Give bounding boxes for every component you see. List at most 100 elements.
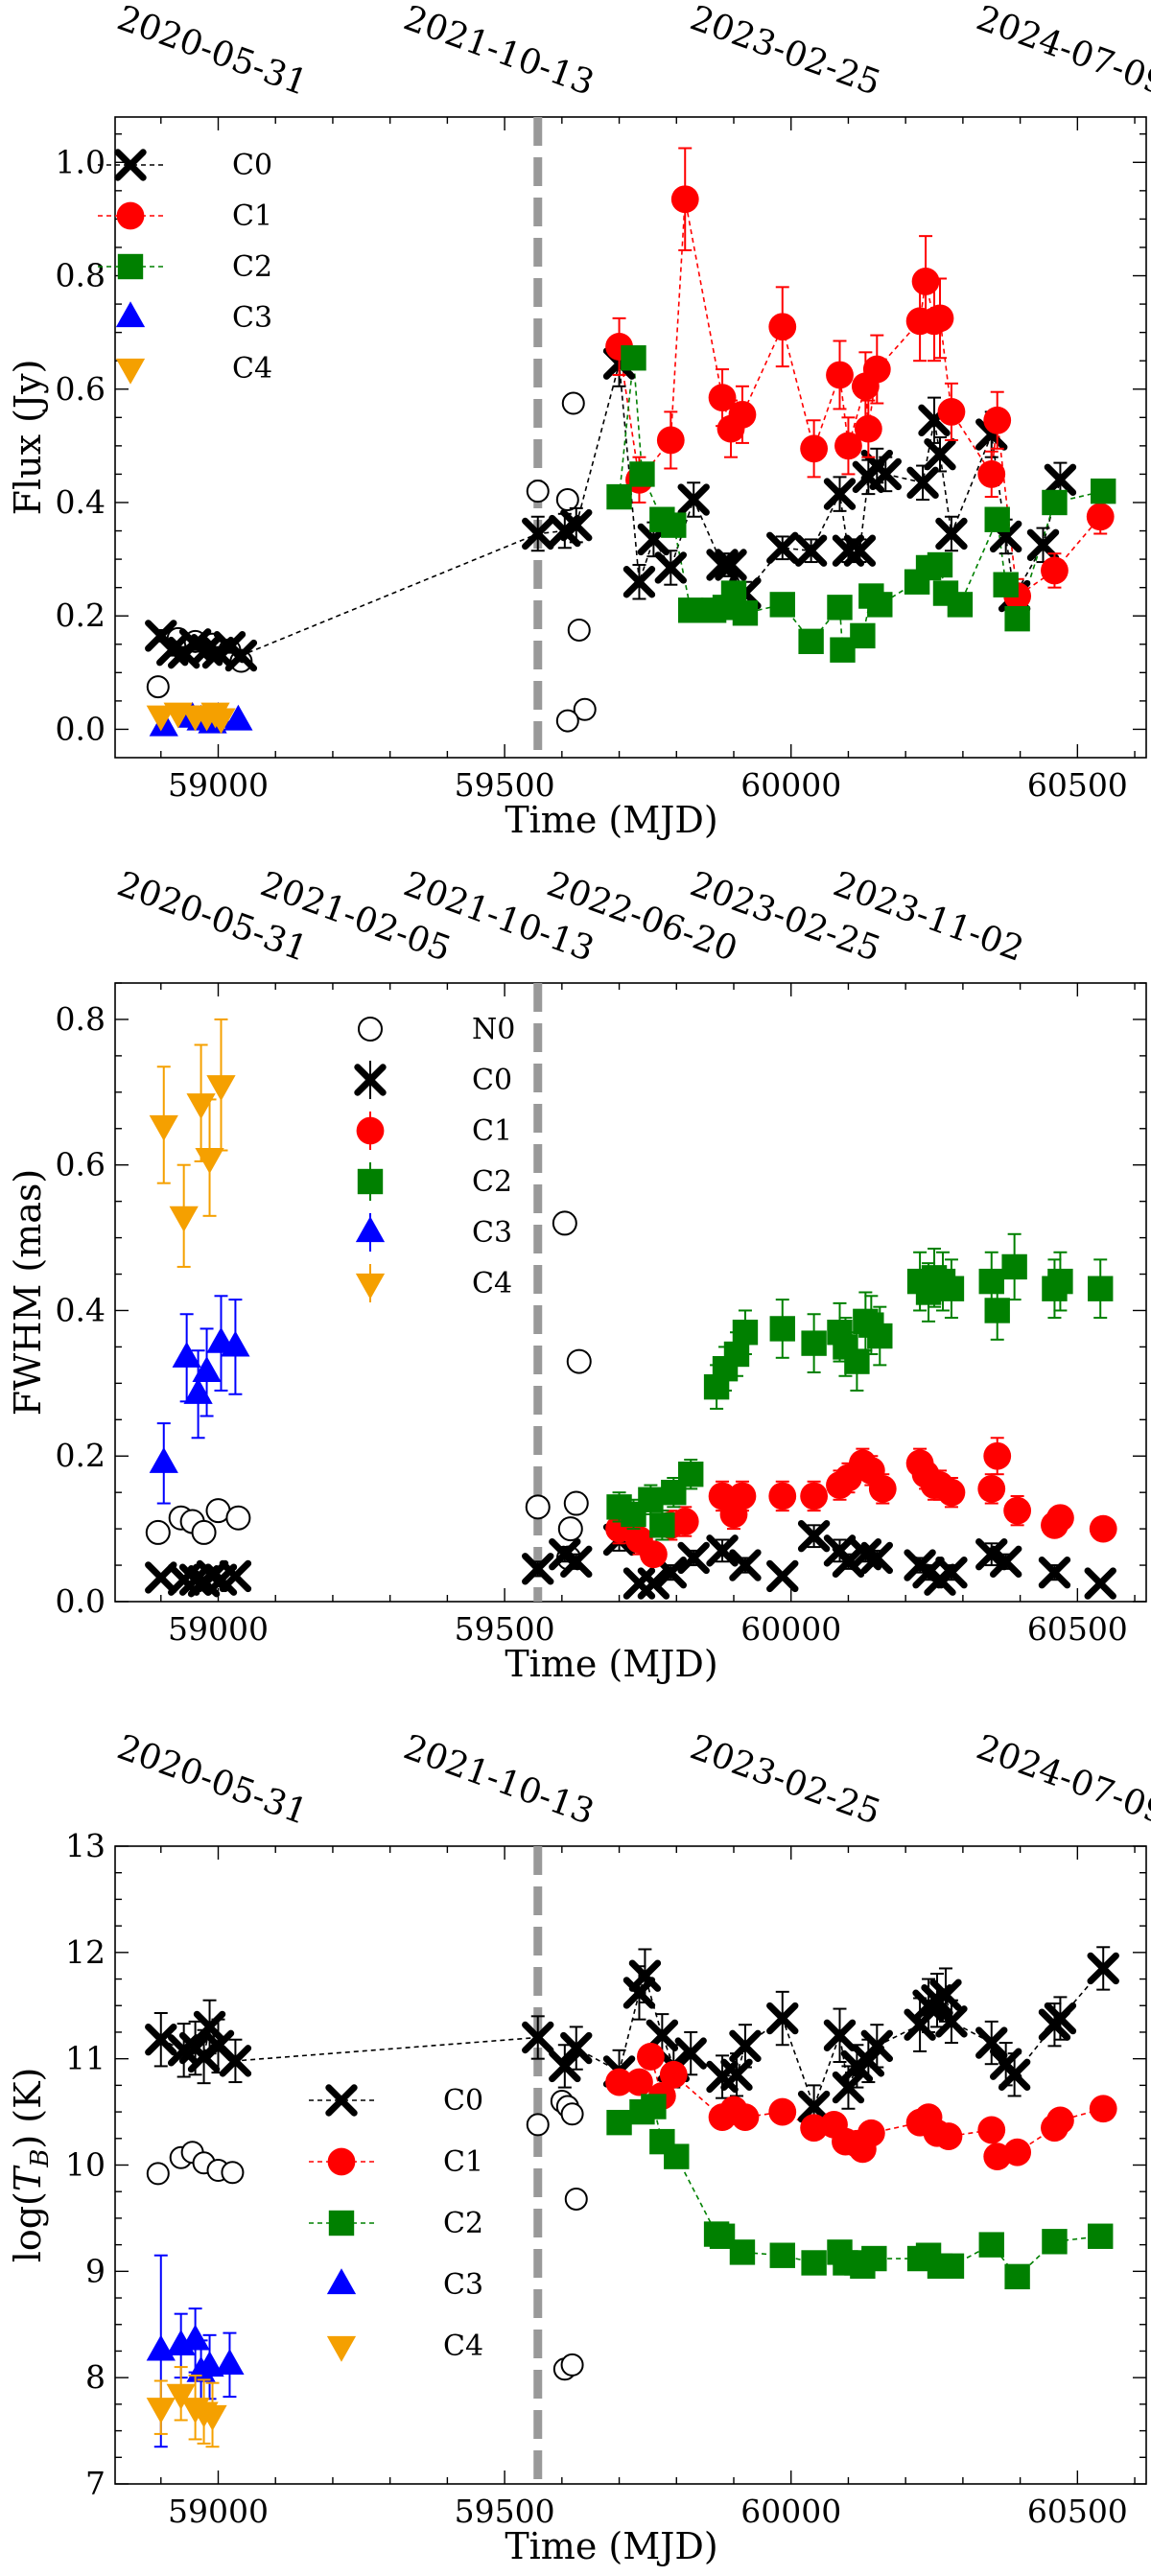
x-tick-label: 60000	[740, 1610, 841, 1648]
point-C0-stroke	[654, 1556, 688, 1589]
point-C0-stroke	[219, 2045, 252, 2077]
y-tick-label: 11	[65, 2040, 106, 2077]
top-date-label: 2021-10-13	[399, 0, 599, 104]
x-axis-title: Time (MJD)	[505, 1643, 717, 1685]
point-C0	[924, 438, 956, 471]
point-C0	[935, 2005, 968, 2038]
point-N0	[191, 1519, 217, 1545]
point-C2	[621, 345, 646, 371]
point-C0-stroke	[549, 2049, 581, 2083]
point-N0	[525, 1494, 551, 1520]
point-C0	[832, 534, 865, 567]
point-C2	[993, 572, 1019, 597]
point-C0	[637, 1567, 670, 1600]
point-C2	[606, 483, 632, 510]
point-C2	[867, 592, 893, 618]
point-C1	[1089, 1514, 1117, 1543]
x-tick-label: 60500	[1027, 766, 1128, 804]
point-C1	[977, 460, 1006, 488]
legend-marker-C0-stroke	[114, 149, 147, 181]
point-C1	[1086, 503, 1115, 531]
legend-label-C3: C3	[443, 2268, 483, 2302]
point-C2	[1088, 1276, 1114, 1301]
point-C2	[844, 1348, 870, 1374]
point-C0-stroke	[1044, 2002, 1077, 2035]
point-C1	[854, 414, 882, 443]
point-C0	[935, 1556, 968, 1589]
point-C0	[832, 1545, 865, 1578]
legend-marker-C2	[328, 2210, 355, 2236]
point-C1	[637, 2043, 665, 2071]
point-C0	[522, 517, 554, 550]
point-C1	[868, 1474, 897, 1503]
open-point	[567, 618, 591, 642]
legend-label-C3: C3	[472, 1216, 512, 1250]
panel-1: 59000 59500 60000 60500 0.0 0.2 0.4 0.6 0.8 1.0 Ti…	[7, 0, 1151, 841]
point-C0-stroke	[729, 2029, 762, 2063]
y-tick-label: 0.2	[56, 597, 106, 634]
point-C2	[641, 2094, 667, 2119]
point-C2	[1042, 489, 1068, 516]
y-tick-label: 0.2	[56, 1437, 106, 1474]
point-C0-stroke	[201, 2029, 235, 2063]
point-C0	[766, 2002, 799, 2035]
point-C0-stroke	[219, 1559, 252, 1593]
point-C0-stroke	[906, 466, 939, 499]
y-tick-label: 0.8	[56, 257, 106, 294]
y-tick-label: 9	[85, 2252, 106, 2289]
x-axis-title: Time (MJD)	[505, 2525, 717, 2567]
legend-label-C2: C2	[472, 1165, 512, 1199]
point-C0	[622, 566, 656, 598]
legend-label-C2: C2	[232, 250, 272, 284]
y-axis-title-prefix: log(	[7, 2191, 49, 2262]
legend-label-C1: C1	[472, 1114, 512, 1148]
legend-label-C2: C2	[443, 2207, 483, 2240]
open-point	[526, 2113, 550, 2137]
legend-label-N0: N0	[472, 1013, 515, 1046]
y-tick-label: 12	[65, 1933, 106, 1971]
point-C4	[195, 1148, 224, 1174]
point-C0-stroke	[935, 1556, 968, 1589]
point-C0	[766, 1559, 799, 1593]
point-C0-stroke	[522, 517, 554, 550]
point-C2	[678, 597, 704, 623]
x-tick-label: 59000	[168, 766, 269, 804]
point-C0-stroke	[860, 1541, 894, 1575]
point-C1	[639, 1540, 668, 1569]
top-date-label: 2020-05-31	[112, 0, 313, 104]
point-C1	[826, 361, 854, 389]
point-C2	[1001, 1253, 1027, 1280]
point-C0	[794, 534, 828, 567]
point-C2	[606, 2109, 632, 2136]
point-C0	[677, 1541, 710, 1575]
point-C4	[206, 708, 236, 735]
y-tick-label: 0.8	[56, 1000, 106, 1038]
point-C2	[769, 2242, 795, 2268]
point-C0-stroke	[935, 517, 968, 550]
point-C0-stroke	[622, 1977, 656, 2009]
point-C0-stroke	[715, 549, 747, 581]
point-C0-stroke	[843, 534, 877, 567]
point-C4	[146, 2398, 176, 2424]
point-C0	[549, 2049, 581, 2083]
point-C0-stroke	[860, 2029, 894, 2063]
point-C0	[219, 1559, 252, 1593]
y-tick-label: 8	[85, 2358, 106, 2396]
legend-marker-C2	[357, 1168, 384, 1195]
y-tick-label: 13	[65, 1827, 106, 1864]
x-tick-label: 60000	[740, 2493, 841, 2530]
point-C0-stroke	[935, 2005, 968, 2038]
point-C2	[769, 1316, 795, 1342]
point-C1	[670, 1508, 699, 1535]
point-C2	[664, 2143, 690, 2169]
point-C0-stroke	[1038, 1556, 1071, 1589]
y-axis-title: log(TB) (K)	[7, 2068, 55, 2263]
point-C1	[605, 2068, 633, 2096]
y-axis-title: Flux (Jy)	[7, 360, 49, 516]
open-point	[146, 2162, 170, 2186]
x-tick-label: 59500	[455, 1610, 555, 1648]
point-C0	[224, 639, 258, 672]
point-C0-stroke	[849, 1537, 882, 1571]
x-axis-title: Time (MJD)	[505, 799, 717, 841]
y-tick-label: 0.4	[56, 483, 106, 521]
